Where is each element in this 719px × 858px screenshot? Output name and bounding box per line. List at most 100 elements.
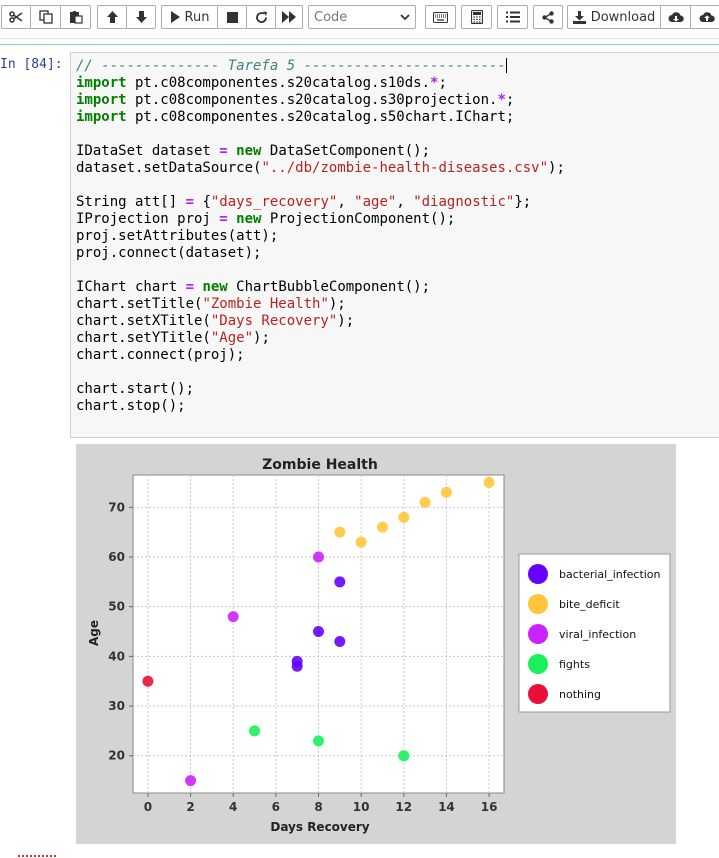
chart-legend: bacterial_infection bite_deficit viral_inf…: [518, 553, 671, 713]
run-label: Run: [184, 9, 210, 25]
code-line: import pt.c08componentes.s20catalog.s50c…: [76, 109, 565, 126]
code-token: "Age": [210, 330, 254, 346]
code-line: IProjection proj = new ProjectionCompone…: [76, 211, 565, 228]
legend-marker-bacterial-infection: [528, 564, 548, 584]
download-button[interactable]: Download: [567, 5, 661, 29]
code-token: proj.connect(dataset);: [76, 245, 262, 261]
code-token: =: [219, 143, 228, 159]
restart-button[interactable]: [246, 5, 276, 29]
code-line: String att[] = {"days_recovery", "age", …: [76, 194, 565, 211]
chart-title: Zombie Health: [262, 457, 378, 473]
share-button[interactable]: [533, 5, 563, 29]
legend-label: fights: [559, 658, 590, 671]
cloud-upload-button[interactable]: [690, 5, 719, 29]
move-up-button[interactable]: [97, 5, 127, 29]
legend-label: bacterial_infection: [559, 568, 661, 581]
x-tick-label: 14: [438, 800, 455, 814]
legend-marker-nothing: [528, 684, 548, 704]
data-point-bacterial-infection: [334, 635, 346, 647]
code-line: chart.stop();: [76, 398, 565, 415]
y-tick-label: 30: [108, 699, 125, 713]
code-token: chart.setXTitle(: [76, 313, 211, 329]
paste-icon: [69, 11, 83, 24]
cloud-download-button[interactable]: [660, 5, 691, 29]
x-tick-label: 12: [395, 800, 412, 814]
code-editor[interactable]: // -------------- Tarefa 5 -------------…: [70, 52, 719, 438]
code-token: chart.connect(proj);: [76, 347, 245, 363]
code-token: ;: [505, 92, 515, 108]
y-tick-label: 50: [108, 600, 125, 614]
y-axis-label: Age: [87, 620, 101, 646]
calculator-icon: [470, 10, 483, 24]
code-token: );: [337, 313, 355, 329]
code-token: import: [76, 109, 127, 125]
code-token: "diagnostic": [413, 194, 515, 210]
x-tick-label: 10: [353, 800, 370, 814]
table-of-contents-button[interactable]: [497, 5, 528, 29]
plot-area: 0 2 4 6 8 10 12 14 16 20 30 40 50 60 70: [108, 474, 505, 814]
y-tick-label: 40: [108, 649, 125, 663]
legend-marker-fights: [528, 654, 548, 674]
move-down-button[interactable]: [126, 5, 156, 29]
data-point-bite-deficit: [334, 526, 346, 538]
download-icon: [572, 10, 586, 24]
cloud-upload-icon: [699, 12, 715, 22]
download-label: Download: [590, 9, 656, 25]
code-token: String att[]: [76, 194, 186, 210]
x-tick-label: 16: [481, 800, 498, 814]
text-cursor: [505, 58, 507, 73]
chevron-down-icon: [400, 14, 410, 21]
code-token: IDataSet dataset: [76, 143, 220, 159]
code-token: "Days Recovery": [210, 313, 338, 329]
code-token: DataSetComponent();: [261, 143, 431, 159]
data-point-bacterial-infection: [291, 655, 303, 667]
code-token: );: [548, 160, 565, 176]
code-line: ​: [76, 364, 565, 381]
x-tick-label: 8: [314, 800, 322, 814]
cell-type-select[interactable]: Code: [308, 5, 416, 29]
code-token: *: [430, 75, 439, 91]
data-point-bacterial-infection: [334, 576, 346, 588]
code-line: // -------------- Tarefa 5 -------------…: [76, 58, 565, 75]
data-point-viral-infection: [227, 611, 239, 623]
code-line: import pt.c08componentes.s20catalog.s10d…: [76, 75, 565, 92]
code-token: );: [253, 330, 270, 346]
code-token: ProjectionComponent();: [261, 211, 456, 227]
code-token: proj.setAttributes(att);: [76, 228, 279, 244]
data-point-bite-deficit: [355, 536, 367, 548]
code-token: =: [185, 194, 195, 210]
code-token: );: [328, 296, 346, 312]
data-point-bacterial-infection: [313, 626, 324, 638]
command-palette-button[interactable]: [425, 5, 456, 29]
run-button[interactable]: Run: [161, 5, 218, 29]
x-tick-label: 2: [186, 800, 194, 814]
paste-cells-button[interactable]: [60, 5, 91, 29]
copy-cells-button[interactable]: [30, 5, 61, 29]
code-token: "age": [354, 194, 397, 210]
play-icon: [170, 11, 180, 23]
code-token: *: [497, 92, 506, 108]
legend-label: bite_deficit: [559, 598, 620, 611]
code-line: ​: [76, 126, 565, 143]
code-token: IProjection proj: [76, 211, 220, 227]
cut-cells-button[interactable]: [1, 5, 31, 29]
restart-run-all-button[interactable]: [275, 5, 303, 29]
code-token: dataset.setDataSource(: [76, 160, 262, 176]
code-line: ​: [76, 262, 565, 279]
code-token: [228, 211, 236, 227]
chart-output: Zombie Health Age Days Recovery 0 2 4 6 8 10 1…: [76, 444, 676, 844]
next-cell-prompt-edge: [18, 853, 58, 858]
data-point-fights: [249, 725, 261, 737]
code-text[interactable]: // -------------- Tarefa 5 -------------…: [76, 58, 565, 415]
calculator-button[interactable]: [461, 5, 492, 29]
interrupt-button[interactable]: [217, 5, 247, 29]
code-token: new: [202, 279, 228, 295]
y-tick-label: 70: [108, 500, 125, 514]
arrow-up-icon: [106, 11, 118, 23]
code-token: ;: [438, 75, 447, 91]
keyboard-icon: [433, 11, 448, 23]
code-token: new: [236, 143, 262, 159]
code-token: new: [236, 211, 262, 227]
code-token: pt.c08componentes.s20catalog.s10ds.: [126, 75, 431, 91]
code-line: proj.connect(dataset);: [76, 245, 565, 262]
